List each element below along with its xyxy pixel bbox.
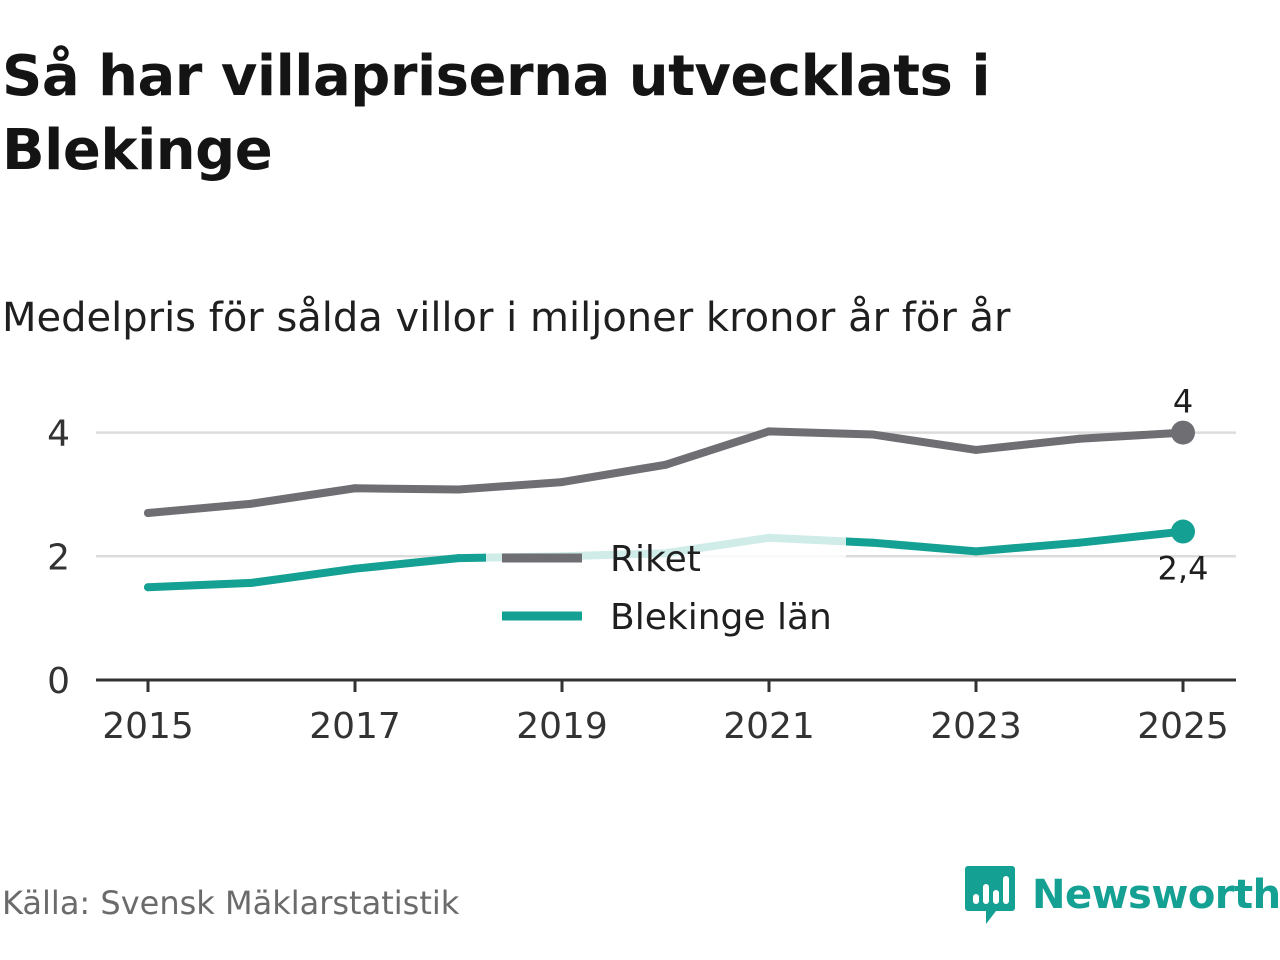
legend-label-blekinge: Blekinge län bbox=[610, 597, 832, 638]
data-point-riket bbox=[661, 460, 670, 469]
end-marker-riket bbox=[1171, 420, 1195, 445]
data-point-riket bbox=[144, 509, 152, 518]
data-point-blekinge bbox=[972, 547, 980, 556]
data-point-riket bbox=[765, 427, 773, 436]
x-tick-label: 2025 bbox=[1137, 706, 1229, 747]
legend-backdrop bbox=[486, 532, 846, 642]
brand-name: Newsworthy bbox=[1032, 872, 1280, 918]
legend-label-riket: Riket bbox=[610, 539, 701, 580]
y-tick-label: 4 bbox=[47, 414, 70, 455]
data-point-riket bbox=[558, 478, 566, 487]
data-point-riket bbox=[247, 499, 256, 508]
x-tick-label: 2017 bbox=[309, 706, 401, 747]
y-tick-label: 0 bbox=[47, 661, 70, 702]
source-note: Källa: Svensk Mäklarstatistik bbox=[2, 884, 460, 922]
chart-subtitle: Medelpris för sålda villor i miljoner kr… bbox=[2, 295, 1011, 341]
data-point-riket bbox=[1075, 434, 1084, 443]
x-tick-label: 2015 bbox=[102, 706, 194, 747]
y-tick-label: 2 bbox=[47, 537, 70, 578]
end-marker-blekinge bbox=[1171, 519, 1195, 544]
end-labels: 42,4 bbox=[1158, 383, 1209, 588]
data-point-blekinge bbox=[868, 538, 877, 547]
data-point-blekinge bbox=[144, 583, 152, 592]
data-point-riket bbox=[972, 445, 980, 454]
data-point-riket bbox=[454, 485, 463, 494]
legend: Riket Blekinge län bbox=[486, 532, 846, 642]
data-point-riket bbox=[351, 484, 359, 493]
brand-logo[interactable]: Newsworthy bbox=[964, 862, 1280, 928]
x-tick-label: 2021 bbox=[723, 706, 815, 747]
x-tick-label: 2019 bbox=[516, 706, 608, 747]
x-tick-label: 2023 bbox=[930, 706, 1022, 747]
data-point-blekinge bbox=[454, 554, 463, 563]
data-point-blekinge bbox=[1075, 538, 1084, 547]
line-chart: 0 2 4 2015 2017 2019 2021 2023 2025 Riket Blekin… bbox=[47, 383, 1236, 747]
data-point-blekinge bbox=[247, 578, 256, 587]
end-label-riket: 4 bbox=[1173, 383, 1193, 421]
end-label-blekinge: 2,4 bbox=[1158, 550, 1209, 588]
x-axis: 2015 2017 2019 2021 2023 2025 bbox=[96, 678, 1236, 747]
series-line-riket bbox=[144, 427, 1187, 518]
chart-title: Så har villapriserna utvecklats i Blekin… bbox=[2, 44, 991, 183]
data-point-riket bbox=[868, 430, 877, 439]
data-point-blekinge bbox=[351, 564, 359, 573]
newsworthy-logo-icon bbox=[965, 866, 1015, 924]
